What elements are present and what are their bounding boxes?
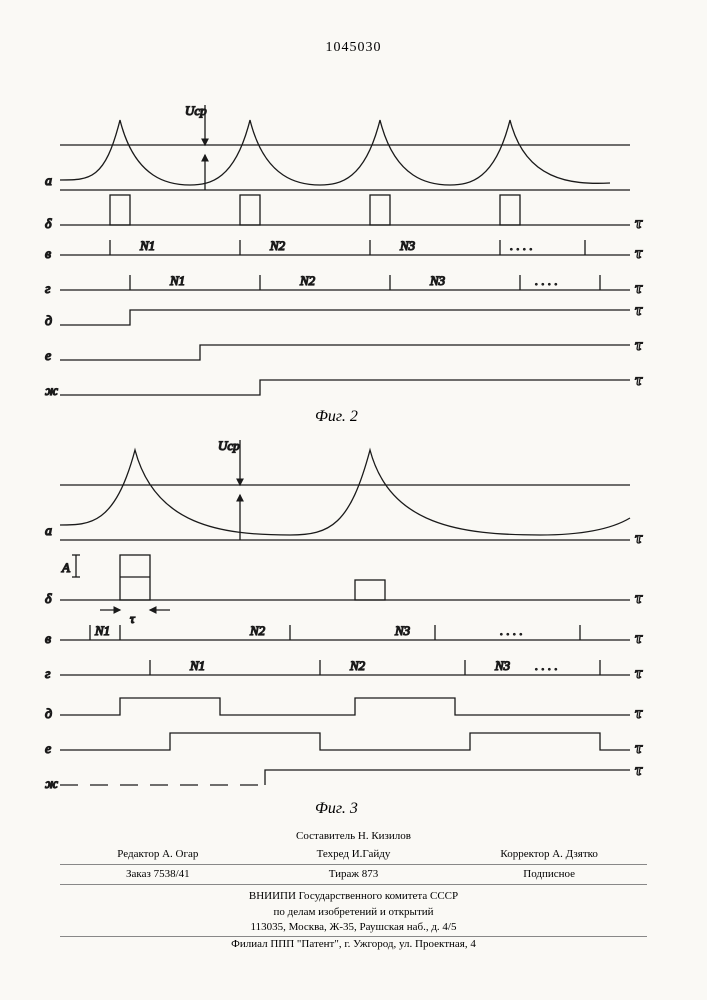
compiler-line: Составитель Н. Кизилов xyxy=(60,829,647,844)
ucp-label-3: Uср xyxy=(218,438,240,453)
row-label-a2: а xyxy=(45,174,52,189)
row-label-v3: в xyxy=(45,632,51,647)
order: Заказ 7538/41 xyxy=(60,867,256,882)
axis-d3: τ xyxy=(635,705,643,722)
addr1: 113035, Москва, Ж-35, Раушская наб., д. … xyxy=(60,920,647,936)
techred: Техред И.Гайду xyxy=(256,847,452,862)
org2: по делам изобретений и открытий xyxy=(60,905,647,920)
dots-v-3: . . . . xyxy=(500,623,523,638)
axis-a3: τ xyxy=(635,530,643,547)
tick-g-n3-2: N3 xyxy=(429,273,446,288)
row-label-zh3: ж xyxy=(45,777,58,792)
figure-3: Uср а τ A τ δ τ xyxy=(40,430,660,810)
dots-g-3: . . . . xyxy=(535,658,558,673)
dots-g-2: . . . . xyxy=(535,273,558,288)
axis-v2: τ xyxy=(635,245,643,262)
axis-d2: τ xyxy=(635,302,643,319)
page: 1045030 Uср а xyxy=(0,0,707,1000)
credits-row: Редактор А. Огар Техред И.Гайду Корректо… xyxy=(60,845,647,865)
fig2-row-zh xyxy=(60,380,630,395)
fig3-row-e xyxy=(60,733,630,750)
row-label-e3: е xyxy=(45,742,51,757)
ucp-label-2: Uср xyxy=(185,103,207,118)
axis-v3: τ xyxy=(635,630,643,647)
tick-v-n2-2: N2 xyxy=(269,238,286,253)
figure-2: Uср а δ τ xyxy=(40,90,660,420)
fig3-row-v xyxy=(60,625,630,640)
fig2-row-a xyxy=(60,105,630,190)
axis-b3: τ xyxy=(635,590,643,607)
axis-g2: τ xyxy=(635,280,643,297)
tick-g-n2-2: N2 xyxy=(299,273,316,288)
axis-b2: τ xyxy=(635,215,643,232)
org1: ВНИИПИ Государственного комитета СССР xyxy=(60,889,647,904)
axis-zh2: τ xyxy=(635,372,643,389)
order-row: Заказ 7538/41 Тираж 873 Подписное xyxy=(60,865,647,885)
row-label-d3: д xyxy=(45,707,52,722)
row-label-b2: δ xyxy=(45,217,52,232)
tick-v-n3-3: N3 xyxy=(394,623,411,638)
addr2: Филиал ППП "Патент", г. Ужгород, ул. Про… xyxy=(60,937,647,952)
axis-zh3: τ xyxy=(635,762,643,779)
axis-e2: τ xyxy=(635,337,643,354)
fig3-row-a xyxy=(60,440,630,540)
tiraz: Тираж 873 xyxy=(256,867,452,882)
tick-v-n2-3: N2 xyxy=(249,623,266,638)
row-label-zh2: ж xyxy=(45,384,58,399)
fig2-row-d xyxy=(60,310,630,325)
fig2-label: Фиг. 2 xyxy=(315,408,358,426)
fig2-row-e xyxy=(60,345,630,360)
editor: Редактор А. Огар xyxy=(60,847,256,862)
fig3-row-b xyxy=(60,555,630,610)
org-block: ВНИИПИ Государственного комитета СССР по… xyxy=(60,889,647,952)
dots-v-2: . . . . xyxy=(510,238,533,253)
row-label-g3: г xyxy=(45,667,51,682)
tick-g-n1-3: N1 xyxy=(189,658,205,673)
tick-g-n3-3: N3 xyxy=(494,658,511,673)
fig2-row-b xyxy=(60,195,630,225)
podpis: Подписное xyxy=(451,867,647,882)
row-label-b3: δ xyxy=(45,592,52,607)
fig3-label: Фиг. 3 xyxy=(315,800,358,818)
corrector: Корректор А. Дзятко xyxy=(451,847,647,862)
tick-v-n1-2: N1 xyxy=(139,238,155,253)
fig3-row-zh xyxy=(60,770,630,785)
tick-v-n1-3: N1 xyxy=(94,623,110,638)
A-label: A xyxy=(61,560,70,575)
tick-g-n1-2: N1 xyxy=(169,273,185,288)
row-label-g2: г xyxy=(45,282,51,297)
patent-number: 1045030 xyxy=(326,40,382,56)
row-label-a3: а xyxy=(45,524,52,539)
tick-v-n3-2: N3 xyxy=(399,238,416,253)
axis-g3: τ xyxy=(635,665,643,682)
axis-e3: τ xyxy=(635,740,643,757)
tick-g-n2-3: N2 xyxy=(349,658,366,673)
row-label-v2: в xyxy=(45,247,51,262)
footer: Составитель Н. Кизилов Редактор А. Огар … xyxy=(60,829,647,952)
row-label-d2: д xyxy=(45,314,52,329)
tau-label: τ xyxy=(130,611,136,626)
row-label-e2: е xyxy=(45,349,51,364)
fig3-row-d xyxy=(60,698,630,715)
